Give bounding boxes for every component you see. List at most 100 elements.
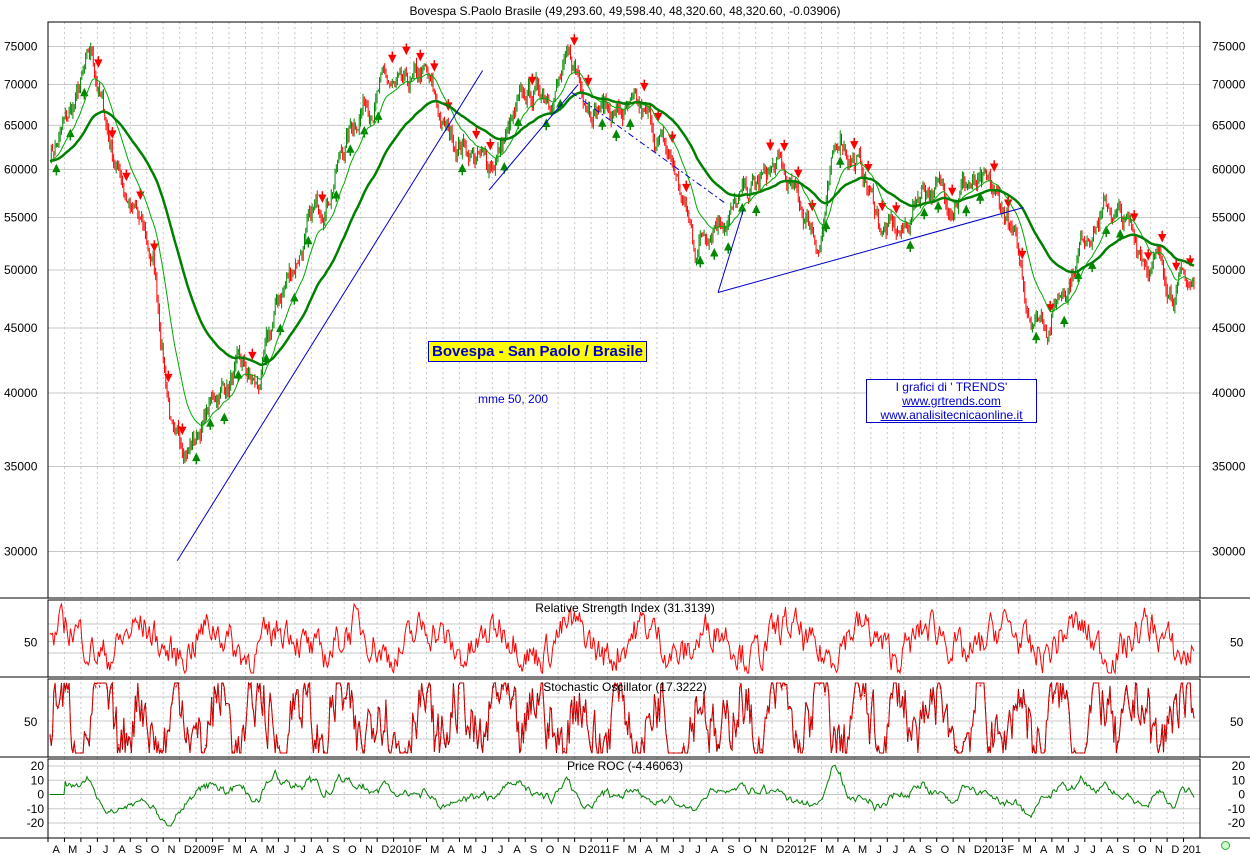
x-tick-label: 201 [1183,844,1201,855]
x-tick-label: M [661,844,670,855]
sell-arrow-icon [472,127,481,140]
x-tick-label: M [858,844,867,855]
x-tick-label: N [365,844,373,855]
x-tick-label: S [925,844,932,855]
rsi-y-tick: 50 [24,636,38,650]
sell-arrow-icon [122,169,131,182]
rsi-title: Relative Strength Index (31.3139) [535,601,714,615]
x-tick-label: D [776,844,784,855]
x-tick-label: J [498,844,504,855]
buy-arrow-icon [304,235,313,248]
x-tick-label: M [266,844,275,855]
x-tick-label: A [908,844,916,855]
x-tick-label: O [546,844,555,855]
sell-arrow-icon [990,160,999,172]
trendline-short-2011 [717,209,745,293]
trends-info-box: I grafici di ' TRENDS' www.grtrends.com … [866,379,1037,423]
sell-arrow-icon [570,34,579,46]
x-tick-label: F [612,844,619,855]
sell-arrow-icon [388,51,397,64]
y-tick-label-right: 60000 [1212,162,1246,176]
sell-arrow-icon [150,240,159,252]
buy-arrow-icon [696,255,705,268]
roc-line [50,764,1195,827]
refresh-icon[interactable] [1221,841,1230,850]
y-tick-label: 40000 [4,386,38,400]
y-tick-label: 35000 [4,460,38,474]
moving-average-label: mme 50, 200 [478,392,549,406]
y-tick-label: 70000 [4,78,38,92]
roc-y-tick-right: -20 [1228,816,1246,830]
trends-link-grtrends[interactable]: www.grtrends.com [902,394,1001,408]
price-panel [49,34,1195,562]
x-tick-label: M [233,844,242,855]
rsi-line [49,602,1195,675]
x-tick-label: S [530,844,537,855]
x-tick-label: D [974,844,982,855]
x-tick-label: 2009 [192,844,216,855]
buy-arrow-icon [1059,315,1069,328]
roc-title: Price ROC (-4.46063) [567,759,683,773]
y-tick-label: 60000 [4,162,38,176]
roc-y-tick-right: -10 [1228,802,1246,816]
x-tick-label: A [1040,844,1048,855]
buy-arrow-icon [822,220,831,233]
x-tick-label: S [332,844,339,855]
x-tick-label: O [1138,844,1147,855]
buy-arrow-icon [836,156,845,168]
sell-arrow-icon [528,73,537,86]
x-tick-label: A [250,844,258,855]
x-tick-label: M [463,844,472,855]
buy-arrow-icon [346,144,355,156]
buy-arrow-icon [290,292,299,305]
axes: A M J J A S O N D 2009 F M A M J J A S O N D 2010 F M A M J J A S O N D 2… [0,21,1250,855]
roc-y-tick-right: 0 [1238,788,1245,802]
trendline-support-2011-2013 [717,207,1024,293]
buy-arrow-icon [206,418,215,430]
rsi-panel [49,602,1195,675]
x-tick-label: F [415,844,422,855]
x-tick-label: D [184,844,192,855]
x-tick-label: J [481,844,487,855]
buy-arrow-icon [920,207,929,220]
y-tick-label: 65000 [4,118,38,132]
y-tick-label-right: 70000 [1212,78,1246,92]
sell-arrow-icon [766,139,775,151]
chart-label-box: Bovespa - San Paolo / Brasile [428,341,647,362]
roc-y-tick: -10 [27,802,45,816]
stochastic-panel [49,681,1195,755]
sell-arrow-icon [1157,230,1167,243]
roc-y-tick: 0 [37,788,44,802]
chart-title: Bovespa S.Paolo Brasile (49,293.60, 49,5… [410,4,841,18]
y-tick-label: 30000 [4,545,38,559]
x-tick-label: 2011 [587,844,611,855]
sell-arrow-icon [486,138,495,151]
x-tick-label: M [430,844,439,855]
x-tick-label: N [167,844,175,855]
y-tick-label-right: 40000 [1212,386,1246,400]
buy-arrow-icon [1031,331,1041,344]
stochastic-line-signal [49,681,1195,755]
y-tick-label: 75000 [4,40,38,54]
x-tick-label: A [53,844,61,855]
x-tick-label: J [300,844,306,855]
y-tick-label-right: 45000 [1212,321,1246,335]
y-tick-label-right: 55000 [1212,210,1246,224]
buy-arrow-icon [220,412,229,425]
x-tick-label: D [381,844,389,855]
buy-arrow-icon [612,129,621,142]
trendline-support-2009 [176,70,484,562]
x-tick-label: J [103,844,109,855]
roc-y-tick-right: 20 [1232,759,1246,773]
rsi-y-tick-right: 50 [1230,636,1244,650]
x-tick-label: A [448,844,456,855]
buy-arrow-icon [934,201,943,213]
x-tick-label: D [579,844,587,855]
sell-arrow-icon [948,184,957,197]
x-tick-label: 2012 [785,844,809,855]
trends-link-analisitecnica[interactable]: www.analisitecnicaonline.it [880,408,1023,422]
y-tick-label-right: 65000 [1212,118,1246,132]
buy-arrow-icon [710,248,719,260]
sell-arrow-icon [850,137,859,150]
